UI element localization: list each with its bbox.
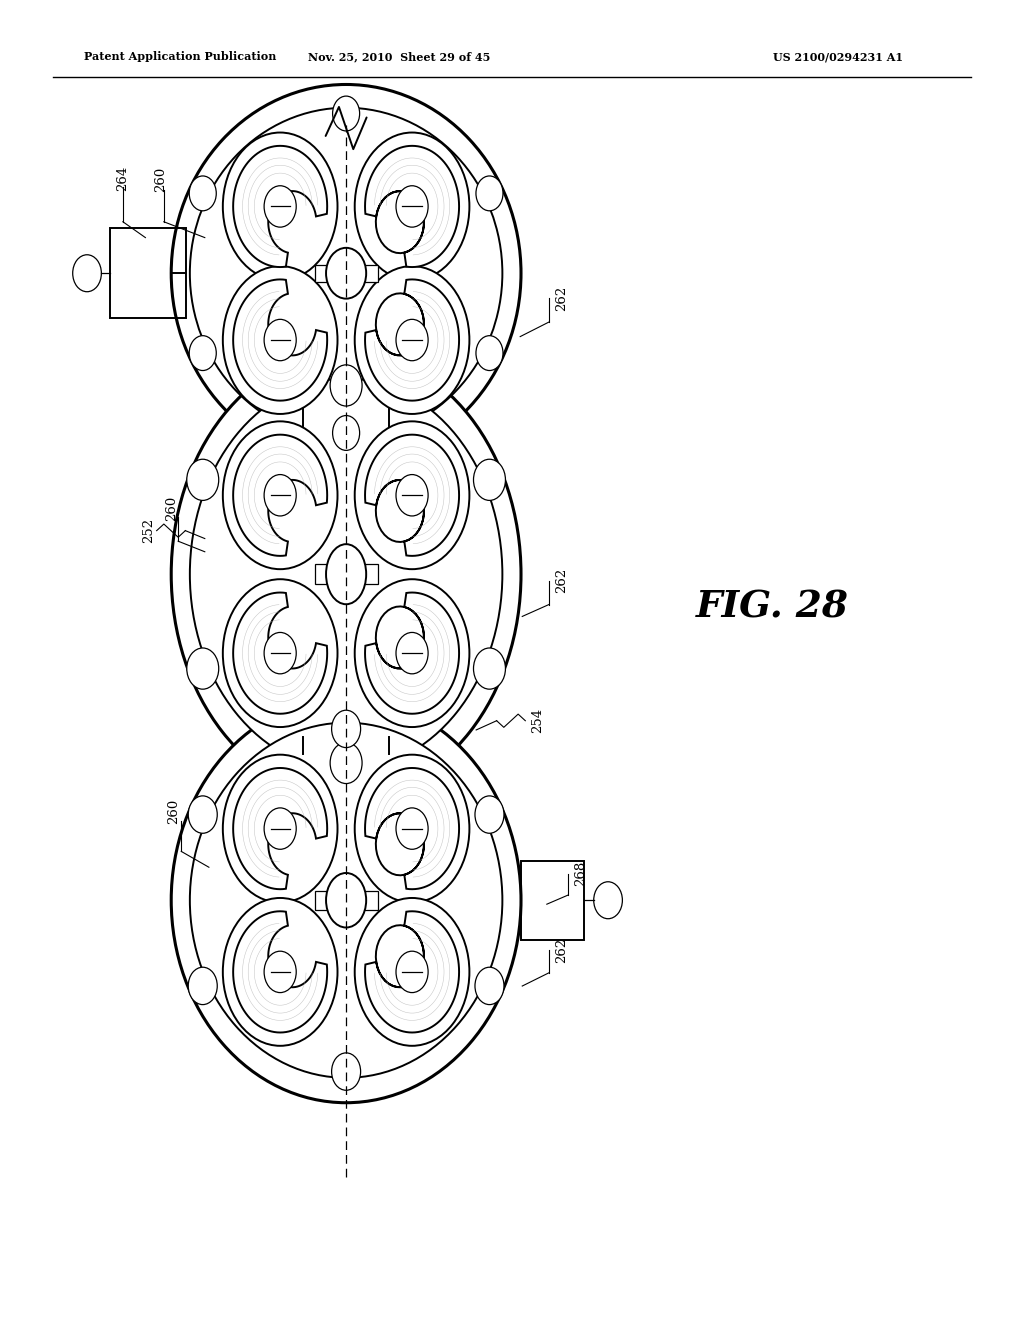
Circle shape [473,648,506,689]
Text: 254: 254 [531,708,544,734]
Text: 260: 260 [155,166,167,193]
Text: 260: 260 [166,495,178,521]
Polygon shape [233,280,328,401]
Polygon shape [365,434,459,556]
Circle shape [264,186,296,227]
Polygon shape [233,911,328,1032]
Circle shape [396,186,428,227]
Circle shape [475,796,504,833]
Circle shape [476,176,503,211]
Text: 252: 252 [142,517,155,544]
Bar [314,891,378,909]
Circle shape [396,475,428,516]
Circle shape [189,335,216,371]
Circle shape [189,176,216,211]
Circle shape [354,898,469,1045]
Polygon shape [233,145,328,267]
Bar [110,228,186,318]
Circle shape [396,952,428,993]
Polygon shape [365,911,459,1032]
Circle shape [188,968,217,1005]
Circle shape [332,710,360,747]
Text: 262: 262 [555,285,567,312]
Ellipse shape [189,379,503,770]
Text: FIG. 28: FIG. 28 [696,589,849,626]
Polygon shape [365,768,459,890]
Ellipse shape [171,84,521,462]
Text: 262: 262 [555,568,567,594]
Ellipse shape [171,351,521,797]
Circle shape [475,968,504,1005]
Polygon shape [233,434,328,556]
Text: US 2100/0294231 A1: US 2100/0294231 A1 [773,51,903,62]
Polygon shape [233,768,328,890]
Bar [521,861,585,940]
Polygon shape [365,280,459,401]
Circle shape [264,632,296,673]
Text: 268: 268 [574,861,587,887]
Polygon shape [233,593,328,714]
Circle shape [223,579,338,727]
Circle shape [186,459,219,500]
Text: Patent Application Publication: Patent Application Publication [84,51,276,62]
Circle shape [264,475,296,516]
Ellipse shape [326,873,367,928]
Circle shape [188,796,217,833]
Text: Nov. 25, 2010  Sheet 29 of 45: Nov. 25, 2010 Sheet 29 of 45 [308,51,490,62]
Ellipse shape [326,544,367,605]
Ellipse shape [326,248,367,298]
Circle shape [476,335,503,371]
Polygon shape [365,593,459,714]
Bar [314,564,378,585]
Circle shape [333,416,359,450]
Circle shape [396,632,428,673]
Circle shape [354,421,469,569]
Circle shape [396,319,428,360]
Text: 258: 258 [415,145,440,158]
Circle shape [264,952,296,993]
Circle shape [354,755,469,903]
Circle shape [223,421,338,569]
Text: 260: 260 [168,799,180,825]
Circle shape [354,132,469,280]
Circle shape [186,648,219,689]
Polygon shape [365,145,459,267]
Circle shape [330,742,362,784]
Text: 264: 264 [117,165,129,191]
Circle shape [223,898,338,1045]
Circle shape [396,808,428,849]
Circle shape [223,132,338,280]
Circle shape [264,319,296,360]
Ellipse shape [189,722,503,1078]
Circle shape [354,579,469,727]
Bar [314,264,378,282]
Circle shape [354,267,469,414]
Circle shape [332,1053,360,1090]
Circle shape [223,755,338,903]
Circle shape [264,808,296,849]
Circle shape [333,96,359,131]
Text: 262: 262 [555,937,567,964]
Ellipse shape [171,698,521,1102]
Circle shape [223,267,338,414]
Circle shape [473,459,506,500]
Circle shape [330,364,362,407]
Ellipse shape [189,108,503,438]
